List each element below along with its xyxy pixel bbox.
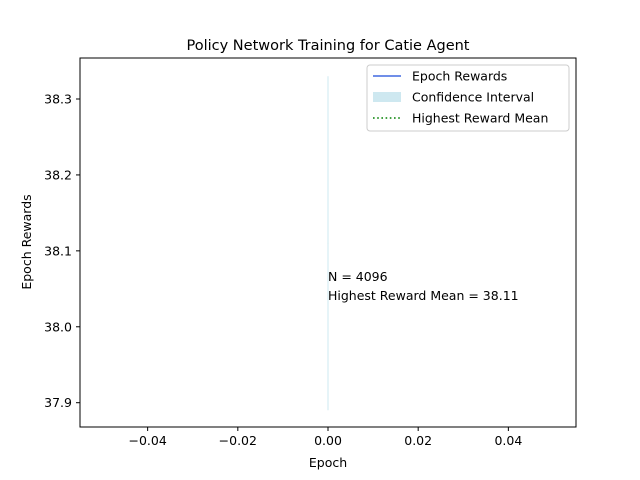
x-axis-label: Epoch xyxy=(309,455,347,470)
x-tick-label: 0.04 xyxy=(494,433,522,448)
legend-box xyxy=(366,64,570,132)
annotation-text: N = 4096 xyxy=(328,269,388,284)
legend: Epoch Rewards Confidence Interval Highest … xyxy=(366,64,570,132)
x-tick-label: −0.04 xyxy=(128,433,166,448)
y-axis-label: Epoch Rewards xyxy=(19,194,34,289)
y-tick-label: 38.2 xyxy=(44,167,72,182)
x-tick-label: 0.02 xyxy=(404,433,432,448)
x-tick-label: −0.02 xyxy=(219,433,257,448)
legend-label: Highest Reward Mean xyxy=(412,111,548,126)
chart-title: Policy Network Training for Catie Agent xyxy=(186,38,469,54)
y-tick-label: 38.3 xyxy=(44,92,72,107)
y-tick-label: 37.9 xyxy=(44,395,72,410)
y-tick-label: 38.0 xyxy=(44,319,72,334)
legend-label: Confidence Interval xyxy=(412,90,534,105)
x-tick-label: 0.00 xyxy=(314,433,342,448)
annotations: N = 4096 Highest Reward Mean = 38.11 xyxy=(328,269,519,303)
y-axis: 37.9 38.0 38.1 38.2 38.3 xyxy=(44,92,80,410)
annotation-text: Highest Reward Mean = 38.11 xyxy=(328,288,519,303)
y-tick-label: 38.1 xyxy=(44,243,72,258)
highest-reward-mean-point xyxy=(327,243,328,244)
x-axis: −0.04 −0.02 0.00 0.02 0.04 xyxy=(128,427,522,448)
legend-swatch-confidence-interval xyxy=(373,92,401,102)
legend-label: Epoch Rewards xyxy=(412,69,507,84)
plot-area xyxy=(327,76,329,411)
